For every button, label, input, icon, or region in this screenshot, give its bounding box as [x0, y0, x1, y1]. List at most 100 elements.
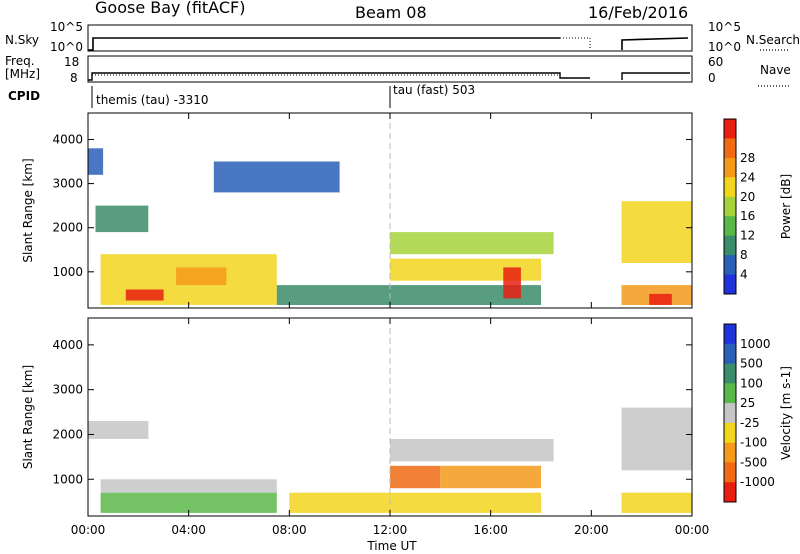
velocity-colorbar-swatch-7 [724, 462, 736, 483]
power-region-1 [95, 205, 149, 233]
date-label: 16/Feb/2016 [588, 3, 688, 22]
power-region-9 [390, 285, 541, 305]
power-colorbar-swatch-2 [724, 157, 736, 178]
power-colorbar-swatch-5 [724, 216, 736, 237]
freq-label-1: Freq. [5, 54, 35, 68]
freq-tick-bottom: 8 [70, 71, 78, 85]
freq-trace [88, 72, 690, 81]
power-colorbar-label-6: 28 [740, 151, 755, 165]
power-colorbar-swatch-8 [724, 274, 736, 295]
velocity-region-3 [289, 492, 390, 513]
nsearch-tick-bottom: 10^0 [708, 40, 741, 54]
nave-tick-bottom: 0 [708, 71, 716, 85]
nsky-tick-bottom: 10^0 [50, 40, 83, 54]
velocity-region-5 [390, 465, 441, 489]
velocity-region-2 [100, 492, 277, 513]
velocity-ytick-label-1: 2000 [52, 427, 83, 441]
nsearch-trace [560, 37, 591, 48]
power-colorbar-title: Power [dB] [779, 174, 793, 239]
velocity-colorbar-swatch-6 [724, 442, 736, 463]
power-colorbar-swatch-1 [724, 138, 736, 159]
nsky-trace [88, 37, 689, 51]
velocity-colorbar-label-4: -25 [740, 416, 760, 430]
nave-label: Nave [760, 63, 791, 77]
power-colorbar-label-5: 24 [740, 170, 755, 184]
velocity-region-1 [100, 479, 277, 493]
power-colorbar-label-4: 20 [740, 190, 755, 204]
power-ytick-label-2: 3000 [52, 177, 83, 191]
x-tick-label-0: 00:00 [71, 523, 106, 537]
power-colorbar-swatch-3 [724, 177, 736, 198]
power-region-6 [276, 285, 391, 305]
velocity-colorbar-label-0: 1000 [740, 337, 771, 351]
power-region-13 [649, 293, 672, 305]
velocity-ytick-label-2: 3000 [52, 383, 83, 397]
velocity-colorbar-swatch-0 [724, 324, 736, 345]
nsearch-label: N.Search [746, 33, 800, 47]
power-colorbar-swatch-7 [724, 255, 736, 275]
freq-tick-top: 18 [64, 55, 79, 69]
x-tick-label-6: 00:00 [675, 523, 710, 537]
velocity-colorbar-title: Velocity [m s-1] [779, 366, 793, 460]
x-tick-label-4: 16:00 [473, 523, 508, 537]
x-axis: 00:00 04:00 08:00 12:00 16:00 20:00 00:00 [71, 523, 710, 537]
power-region-7 [390, 232, 554, 255]
beam-label: Beam 08 [355, 3, 427, 22]
velocity-colorbar-label-7: -1000 [740, 475, 775, 489]
power-colorbar-swatch-6 [724, 235, 736, 256]
power-ytick-label-3: 4000 [52, 132, 83, 146]
velocity-ylabel: Slant Range [km] [21, 365, 35, 469]
cpid-label: CPID [8, 89, 40, 103]
x-axis-title: Time UT [366, 539, 417, 553]
x-tick-label-1: 04:00 [171, 523, 206, 537]
velocity-colorbar-swatch-5 [724, 422, 736, 444]
velocity-colorbar-label-2: 100 [740, 376, 763, 390]
velocity-region-8 [621, 407, 692, 471]
power-colorbar-label-0: 4 [740, 268, 748, 282]
power-panel: 1000 2000 3000 4000 Slant Range [km] 4 8 12 16 20… [21, 112, 793, 309]
velocity-colorbar-label-1: 500 [740, 357, 763, 371]
freq-strip: Freq. [MHz] 18 8 60 0 Nave [5, 54, 791, 87]
nsky-label: N.Sky [5, 33, 39, 47]
power-colorbar-label-3: 16 [740, 209, 755, 223]
power-colorbar-label-2: 12 [740, 229, 755, 243]
velocity-panel: 1000 2000 3000 4000 Slant Range [km] 1000 500 1… [21, 317, 793, 517]
velocity-colorbar-label-6: -500 [740, 455, 767, 469]
x-tick-label-2: 08:00 [272, 523, 307, 537]
velocity-region-9 [621, 492, 692, 513]
velocity-region-4 [390, 439, 554, 462]
power-region-4 [176, 267, 227, 285]
power-colorbar-label-1: 8 [740, 248, 748, 262]
velocity-ytick-label-0: 1000 [52, 472, 83, 486]
nsearch-tick-top: 10^5 [708, 20, 741, 34]
power-region-5 [213, 161, 340, 193]
velocity-colorbar-swatch-8 [724, 482, 736, 503]
x-tick-label-3: 12:00 [373, 523, 408, 537]
cpid-text-1: themis (tau) -3310 [96, 93, 209, 107]
power-ytick-label-0: 1000 [52, 265, 83, 279]
power-colorbar-frame [723, 118, 737, 295]
power-ylabel: Slant Range [km] [21, 158, 35, 262]
cpid-text-2: tau (fast) 503 [393, 83, 475, 97]
velocity-colorbar-label-5: -100 [740, 436, 767, 450]
x-tick-label-5: 20:00 [574, 523, 609, 537]
velocity-ytick-label-3: 4000 [52, 338, 83, 352]
velocity-region-7 [390, 492, 541, 513]
velocity-region-6 [440, 465, 541, 489]
velocity-colorbar-swatch-1 [724, 343, 736, 365]
power-region-11 [621, 201, 692, 263]
velocity-colorbar-swatch-2 [724, 363, 736, 384]
velocity-region-0 [88, 421, 149, 439]
power-region-3 [125, 289, 164, 301]
power-ytick-label-1: 2000 [52, 221, 83, 235]
cpid-strip: CPID themis (tau) -3310 tau (fast) 503 [8, 83, 475, 108]
power-region-10 [503, 267, 521, 299]
velocity-colorbar-swatch-4 [724, 403, 736, 424]
velocity-colorbar-frame [723, 323, 737, 503]
freq-label-2: [MHz] [5, 67, 40, 81]
power-region-8 [390, 258, 541, 281]
station-title: Goose Bay (fitACF) [95, 0, 245, 17]
velocity-colorbar-label-3: 25 [740, 396, 755, 410]
power-colorbar-swatch-4 [724, 196, 736, 217]
